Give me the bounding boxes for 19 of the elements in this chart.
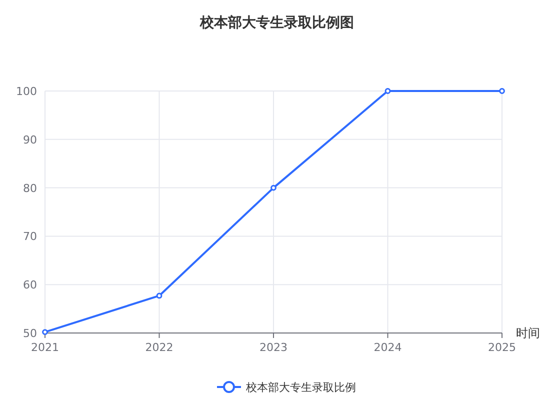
y-tick-label: 70 xyxy=(23,230,37,244)
x-tick-label: 2022 xyxy=(145,341,174,354)
legend-label: 校本部大专生录取比例 xyxy=(245,381,356,394)
y-tick-label: 90 xyxy=(23,133,37,146)
chart-title: 校本部大专生录取比例图 xyxy=(199,14,354,31)
x-tick-label: 2024 xyxy=(374,341,402,354)
y-tick-label: 50 xyxy=(23,327,37,340)
x-tick-label: 2023 xyxy=(260,341,288,354)
point xyxy=(499,88,505,94)
point xyxy=(156,292,162,299)
x-tick-label: 2025 xyxy=(488,341,516,354)
point xyxy=(42,329,48,335)
y-tick-label: 60 xyxy=(23,278,37,292)
point xyxy=(384,88,391,94)
x-axis-title: 时间 xyxy=(516,326,540,340)
y-tick-label: 80 xyxy=(23,182,37,195)
y-tick-label: 100 xyxy=(16,85,37,98)
x-tick-label: 2021 xyxy=(31,341,59,354)
point xyxy=(270,184,276,191)
